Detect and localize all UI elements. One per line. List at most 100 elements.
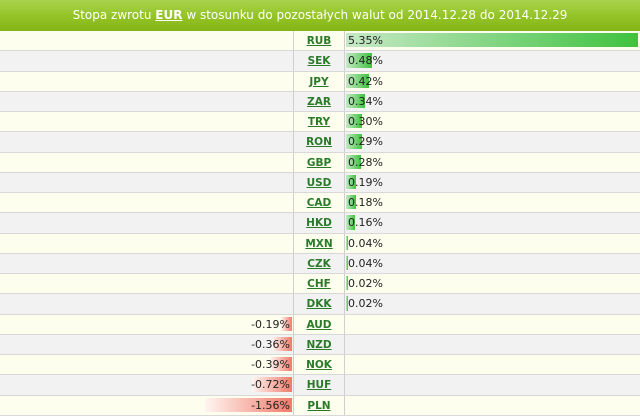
currency-code-cell: CHF — [293, 274, 345, 294]
negative-cell — [0, 193, 293, 212]
table-row: ZAR 0.34% — [0, 91, 640, 112]
positive-cell: 0.48% — [345, 51, 640, 70]
return-value: -0.39% — [251, 358, 290, 371]
return-value: 0.18% — [348, 196, 383, 209]
negative-cell — [0, 72, 293, 91]
currency-code-cell: CAD — [293, 193, 345, 213]
table-row: CHF 0.02% — [0, 274, 640, 295]
negative-cell — [0, 254, 293, 273]
currency-code-cell: GBP — [293, 152, 345, 172]
currency-link[interactable]: MXN — [305, 237, 333, 250]
positive-cell: 0.19% — [345, 173, 640, 192]
currency-link[interactable]: HKD — [306, 217, 332, 230]
table-row: -0.39% NOK — [0, 355, 640, 376]
currency-code-cell: JPY — [293, 71, 345, 91]
positive-cell: 0.02% — [345, 294, 640, 313]
return-value: -0.19% — [251, 317, 290, 331]
positive-cell: 0.16% — [345, 213, 640, 232]
negative-cell — [0, 31, 293, 50]
positive-return-bar — [346, 195, 356, 210]
return-value: 5.35% — [348, 34, 383, 47]
positive-cell — [345, 375, 640, 394]
currency-link[interactable]: USD — [306, 176, 332, 189]
positive-return-bar — [346, 154, 362, 169]
return-value: 0.04% — [348, 256, 383, 270]
positive-cell: 5.35% — [345, 31, 640, 50]
currency-link[interactable]: RUB — [306, 35, 332, 47]
positive-return-bar — [346, 73, 369, 88]
negative-cell — [0, 51, 293, 70]
currency-link[interactable]: CZK — [307, 257, 331, 270]
return-value: 0.02% — [348, 277, 383, 290]
table-row: -0.72% HUF — [0, 375, 640, 396]
positive-return-bar — [346, 296, 348, 311]
positive-cell — [345, 315, 640, 334]
positive-return-bar — [346, 174, 357, 189]
currency-link[interactable]: CHF — [307, 278, 331, 290]
negative-cell: -0.36% — [0, 335, 293, 354]
table-row: RUB 5.35% — [0, 31, 640, 52]
table-row: -0.36% NZD — [0, 334, 640, 355]
base-currency-link[interactable]: EUR — [155, 8, 183, 22]
return-value: 0.42% — [348, 74, 383, 88]
return-value: 0.30% — [348, 115, 383, 128]
positive-cell: 0.42% — [345, 72, 640, 91]
header-prefix: Stopa zwrotu — [72, 8, 152, 22]
negative-cell — [0, 274, 293, 293]
table-row: -0.19% AUD — [0, 314, 640, 335]
currency-link[interactable]: AUD — [306, 318, 332, 331]
return-value: 0.19% — [348, 175, 383, 189]
return-value: -1.56% — [251, 398, 290, 412]
currency-link[interactable]: GBP — [306, 156, 332, 169]
return-value: 0.16% — [348, 216, 383, 230]
positive-return-bar — [346, 235, 349, 250]
table-row: CZK 0.04% — [0, 253, 640, 274]
negative-cell: -0.72% — [0, 375, 293, 394]
positive-cell: 0.02% — [345, 274, 640, 293]
currency-link[interactable]: NOK — [306, 359, 332, 371]
negative-cell — [0, 112, 293, 131]
currency-link[interactable]: HUF — [306, 379, 332, 392]
currency-code-cell: HKD — [293, 213, 345, 233]
currency-link[interactable]: SEK — [307, 55, 331, 68]
negative-cell: -0.19% — [0, 315, 293, 334]
currency-link[interactable]: ZAR — [307, 95, 331, 108]
currency-link[interactable]: CAD — [306, 197, 332, 209]
negative-cell — [0, 173, 293, 192]
positive-cell — [345, 335, 640, 354]
currency-code-cell: TRY — [293, 112, 345, 132]
positive-cell: 0.04% — [345, 234, 640, 253]
currency-link[interactable]: TRY — [307, 116, 331, 128]
currency-link[interactable]: RON — [306, 136, 332, 149]
currency-code-cell: MXN — [293, 233, 345, 253]
return-value: 0.02% — [348, 297, 383, 311]
return-value: -0.36% — [251, 337, 290, 351]
date-to: 2014.12.29 — [498, 8, 568, 22]
currency-code-cell: DKK — [293, 294, 345, 314]
negative-return-bar — [281, 316, 292, 331]
positive-cell — [345, 396, 640, 415]
currency-code-cell: RON — [293, 132, 345, 152]
negative-cell — [0, 234, 293, 253]
table-row: HKD 0.16% — [0, 213, 640, 234]
negative-cell — [0, 92, 293, 111]
currency-code-cell: CZK — [293, 253, 345, 273]
negative-return-bar — [271, 336, 292, 351]
return-value: 0.04% — [348, 236, 383, 250]
positive-cell: 0.34% — [345, 92, 640, 111]
currency-code-cell: NZD — [293, 334, 345, 354]
table-row: CAD 0.18% — [0, 193, 640, 214]
currency-link[interactable]: JPY — [309, 75, 329, 88]
table-row: JPY 0.42% — [0, 71, 640, 92]
negative-return-bar — [251, 377, 292, 392]
header-to: do — [479, 8, 495, 22]
currency-code-cell: USD — [293, 172, 345, 192]
currency-link[interactable]: DKK — [306, 298, 332, 311]
negative-cell: -1.56% — [0, 396, 293, 415]
positive-return-bar — [346, 53, 373, 68]
currency-link[interactable]: NZD — [306, 338, 332, 351]
positive-cell: 0.04% — [345, 254, 640, 273]
positive-return-bar — [346, 93, 365, 108]
currency-link[interactable]: PLN — [307, 399, 331, 412]
positive-return-bar — [346, 276, 348, 291]
